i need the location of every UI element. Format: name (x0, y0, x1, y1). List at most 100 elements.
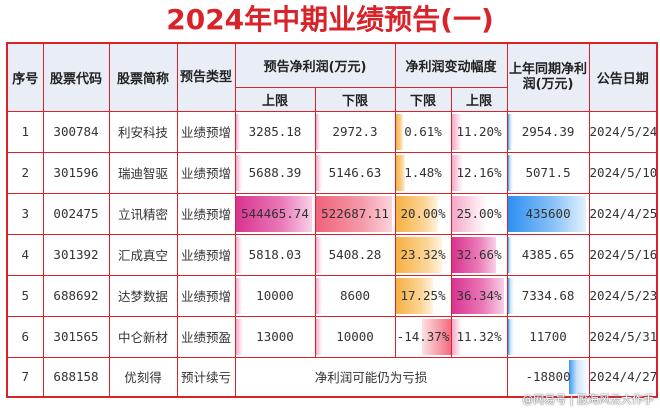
cell-change-lower: 20.00% (394, 192, 452, 235)
cell-profit-lower-value: 10000 (336, 329, 374, 344)
cell-last-year-bar (508, 236, 513, 273)
cell-change-upper-value: 36.34% (456, 288, 502, 303)
cell-name: 中仑新材 (108, 315, 178, 358)
cell-last-year: -18800 (506, 356, 590, 398)
cell-last-year: 11700 (506, 315, 590, 358)
cell-date: 2024/5/23 (588, 274, 658, 317)
cell-type: 业绩预增 (176, 151, 236, 194)
cell-change-upper-bar (452, 195, 488, 232)
cell-last-year-value: 11700 (529, 329, 567, 344)
header-change-upper: 上限 (450, 86, 508, 112)
cell-profit-upper-value: 5818.03 (248, 247, 302, 262)
cell-name: 瑞迪智驱 (108, 151, 178, 194)
cell-profit-upper-bar (236, 195, 312, 232)
cell-last-year: 435600 (506, 192, 590, 235)
header-change-lower: 下限 (394, 86, 452, 112)
cell-last-year-bar (508, 113, 513, 150)
cell-name: 汇成真空 (108, 233, 178, 276)
cell-change-lower: 0.61% (394, 110, 452, 153)
cell-profit-lower: 522687.11 (314, 192, 396, 235)
table-row: 2 301596 瑞迪智驱 业绩预增 5688.39 5146.63 1.48% 12.16%… (6, 151, 658, 194)
header-type: 预告类型 (176, 42, 236, 112)
cell-profit-upper-bar (236, 277, 243, 314)
cell-last-year-bar (508, 154, 513, 191)
cell-profit-lower-value: 5408.28 (328, 247, 382, 262)
cell-code: 300784 (42, 110, 110, 153)
cell-profit-lower-value: 8600 (339, 288, 371, 303)
cell-code: 002475 (42, 192, 110, 235)
cell-last-year-bar (508, 277, 514, 314)
cell-type: 业绩预增 (176, 110, 236, 153)
table-row: 1 300784 利安科技 业绩预增 3285.18 2972.3 0.61% 11.20% 2… (6, 110, 658, 153)
cell-change-lower-value: -14.37% (396, 329, 450, 344)
cell-code: 301565 (42, 315, 110, 358)
cell-name: 达梦数据 (108, 274, 178, 317)
cell-code: 688692 (42, 274, 110, 317)
cell-profit-upper-bar (236, 318, 244, 355)
cell-profit-upper-value: 5688.39 (248, 165, 302, 180)
cell-profit-upper-bar (236, 113, 241, 150)
cell-seq: 2 (6, 151, 44, 194)
cell-seq: 6 (6, 315, 44, 358)
cell-profit-upper: 544465.74 (234, 192, 316, 235)
cell-change-lower: -14.37% (394, 315, 452, 358)
table-row: 5 688692 达梦数据 业绩预增 10000 8600 17.25% 36.34% 7334… (6, 274, 658, 317)
cell-change-upper: 36.34% (450, 274, 508, 317)
cell-last-year: 2954.39 (506, 110, 590, 153)
cell-change-upper: 25.00% (450, 192, 508, 235)
table-row: 7 688158 优刻得 预计续亏 净利润可能仍为亏损 -18800 2024/4/27 (6, 356, 658, 398)
cell-name: 利安科技 (108, 110, 178, 153)
cell-profit-upper: 10000 (234, 274, 316, 317)
header-last-year: 上年同期净利润(万元) (506, 42, 590, 112)
cell-name: 立讯精密 (108, 192, 178, 235)
header-change: 净利润变动幅度 (394, 42, 508, 88)
cell-change-upper-value: 25.00% (456, 206, 502, 221)
cell-profit-upper: 13000 (234, 315, 316, 358)
cell-date: 2024/5/24 (588, 110, 658, 153)
cell-type: 业绩预增 (176, 192, 236, 235)
cell-last-year-value: 5071.5 (525, 165, 571, 180)
cell-last-year-value: 435600 (525, 206, 571, 221)
header-name: 股票简称 (108, 42, 178, 112)
cell-change-upper-bar (452, 318, 462, 355)
cell-profit-upper-value: 3285.18 (248, 124, 302, 139)
cell-change-lower: 17.25% (394, 274, 452, 317)
earnings-forecast-table: 序号 股票代码 股票简称 预告类型 预告净利润(万元) 净利润变动幅度 上年同期… (6, 42, 659, 398)
table-row: 6 301565 中仑新材 业绩预盈 13000 10000 -14.37% 11.32% 11… (6, 315, 658, 358)
cell-last-year-bar (569, 359, 589, 394)
cell-profit-lower-value: 522687.11 (321, 206, 389, 221)
cell-seq: 3 (6, 192, 44, 235)
cell-change-upper-value: 11.32% (456, 329, 502, 344)
header-profit-upper: 上限 (234, 86, 316, 112)
header-date: 公告日期 (588, 42, 658, 112)
cell-type: 预计续亏 (176, 356, 236, 398)
cell-change-upper-bar (452, 113, 462, 150)
cell-date: 2024/5/16 (588, 233, 658, 276)
cell-last-year-value: -18800 (525, 369, 571, 385)
cell-seq: 1 (6, 110, 44, 153)
cell-profit-lower-value: 2972.3 (332, 124, 378, 139)
cell-last-year-bar (508, 195, 586, 232)
cell-change-lower-bar (396, 277, 433, 314)
watermark: @网易号 | 股海风云大作手 (522, 393, 654, 406)
cell-change-lower: 1.48% (394, 151, 452, 194)
header-code: 股票代码 (42, 42, 110, 112)
cell-type: 业绩预增 (176, 233, 236, 276)
cell-last-year-value: 4385.65 (521, 247, 575, 262)
cell-profit-upper-value: 10000 (256, 288, 294, 303)
cell-change-lower-value: 23.32% (400, 247, 446, 262)
cell-change-upper-bar (452, 154, 463, 191)
cell-change-upper-value: 32.66% (456, 247, 502, 262)
cell-profit-lower: 5408.28 (314, 233, 396, 276)
cell-profit-upper: 5818.03 (234, 233, 316, 276)
cell-profit-lower-bar (316, 318, 323, 355)
header-seq: 序号 (6, 42, 44, 112)
cell-change-upper-value: 12.16% (456, 165, 502, 180)
cell-profit-lower-bar (316, 236, 322, 273)
cell-change-lower-value: 20.00% (400, 206, 446, 221)
cell-profit-lower: 8600 (314, 274, 396, 317)
cell-last-year-value: 2954.39 (521, 124, 575, 139)
cell-date: 2024/5/10 (588, 151, 658, 194)
cell-profit-lower-bar (316, 154, 322, 191)
cell-profit-upper: 3285.18 (234, 110, 316, 153)
